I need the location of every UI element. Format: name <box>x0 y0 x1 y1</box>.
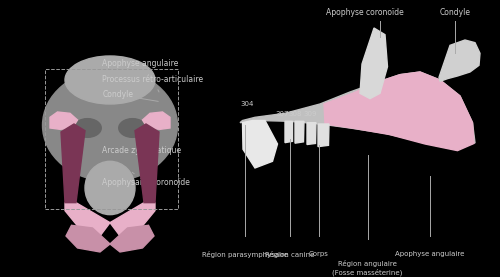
Polygon shape <box>66 225 110 252</box>
Polygon shape <box>360 28 388 99</box>
Text: Apophyse angulaire: Apophyse angulaire <box>396 251 464 257</box>
Polygon shape <box>110 225 154 252</box>
Text: Région angulaire
(Fosse masséterine): Région angulaire (Fosse masséterine) <box>332 260 402 276</box>
Text: Apophysaire coronoïde: Apophysaire coronoïde <box>102 172 190 187</box>
Text: Apophyse angulaire: Apophyse angulaire <box>102 60 179 78</box>
Polygon shape <box>65 203 110 236</box>
Text: 309: 309 <box>303 111 317 117</box>
Text: Condyle: Condyle <box>102 90 158 101</box>
Polygon shape <box>324 72 474 151</box>
Ellipse shape <box>74 119 101 137</box>
Text: Arcade zygomatique: Arcade zygomatique <box>102 146 182 155</box>
Polygon shape <box>61 124 85 203</box>
Polygon shape <box>285 121 292 143</box>
Bar <box>45 69 178 209</box>
Polygon shape <box>318 124 329 147</box>
Text: 308: 308 <box>288 111 302 117</box>
Text: Apophyse coronoïde: Apophyse coronoïde <box>326 8 404 17</box>
Text: 304: 304 <box>241 101 254 107</box>
Text: 307: 307 <box>276 111 289 117</box>
Ellipse shape <box>65 56 155 104</box>
Text: Région parasymphysaire: Région parasymphysaire <box>202 251 288 258</box>
Text: Corps: Corps <box>309 251 329 257</box>
Polygon shape <box>135 124 159 203</box>
Polygon shape <box>142 112 170 129</box>
Text: Processus rétro-articulaire: Processus rétro-articulaire <box>102 76 204 92</box>
Ellipse shape <box>85 161 135 215</box>
Text: Région canine: Région canine <box>266 251 314 258</box>
Ellipse shape <box>42 69 177 181</box>
Text: Condyle: Condyle <box>440 8 470 17</box>
Polygon shape <box>295 121 304 143</box>
Polygon shape <box>110 203 155 236</box>
Polygon shape <box>242 120 278 168</box>
Ellipse shape <box>119 119 146 137</box>
Polygon shape <box>307 123 316 145</box>
Polygon shape <box>50 112 78 129</box>
Polygon shape <box>439 40 480 81</box>
Polygon shape <box>240 72 475 149</box>
